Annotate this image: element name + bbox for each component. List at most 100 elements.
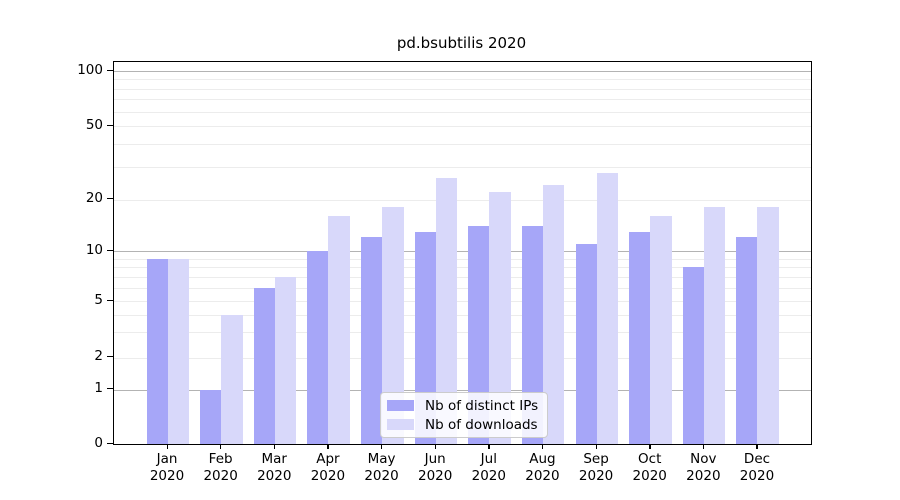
bar-downloads-nov xyxy=(703,207,726,444)
x-tick xyxy=(220,444,222,449)
x-tick-label-aug: Aug 2020 xyxy=(512,451,572,485)
x-tick xyxy=(702,444,705,449)
x-tick xyxy=(327,444,329,449)
bar-distinct-ips-may xyxy=(361,237,383,444)
legend-label-downloads: Nb of downloads xyxy=(425,416,538,433)
bar-downloads-may xyxy=(382,207,404,444)
legend-swatch-distinct-ips xyxy=(387,400,414,411)
x-tick-label-jun: Jun 2020 xyxy=(405,451,465,485)
x-tick-year: 2020 xyxy=(257,468,292,484)
bar-downloads-jul xyxy=(489,191,511,444)
y-tick xyxy=(107,299,113,301)
bar-downloads-dec xyxy=(757,207,779,444)
bar-distinct-ips-mar xyxy=(253,287,275,444)
x-tick-label-mar: Mar 2020 xyxy=(244,451,304,485)
bar-distinct-ips-jan xyxy=(146,258,168,444)
x-tick xyxy=(595,444,597,449)
y-tick xyxy=(107,124,113,126)
gridline-minor xyxy=(114,199,811,201)
gridline-minor xyxy=(114,99,811,101)
bar-distinct-ips-nov xyxy=(682,267,704,444)
x-tick-year: 2020 xyxy=(417,468,453,484)
gridline-minor xyxy=(114,276,811,278)
x-tick-year: 2020 xyxy=(149,468,185,484)
y-tick-label: 100 xyxy=(77,61,103,78)
x-tick xyxy=(756,444,758,449)
gridline-minor xyxy=(114,332,811,334)
x-tick-label-nov: Nov 2020 xyxy=(673,451,733,485)
x-tick xyxy=(273,444,276,449)
y-tick-label: 20 xyxy=(85,190,103,206)
x-tick-year: 2020 xyxy=(471,468,506,484)
x-tick-year: 2020 xyxy=(310,468,346,484)
legend-label-distinct-ips: Nb of distinct IPs xyxy=(425,397,539,414)
x-tick-year: 2020 xyxy=(578,468,614,484)
bar-distinct-ips-jul xyxy=(468,226,490,444)
y-tick-label: 0 xyxy=(94,434,103,451)
bar-downloads-apr xyxy=(328,216,350,444)
legend-item-downloads: Nb of downloads xyxy=(387,417,541,433)
bar-downloads-oct xyxy=(650,216,672,444)
gridline-minor xyxy=(114,267,811,269)
bar-distinct-ips-oct xyxy=(629,231,651,444)
gridline-minor xyxy=(114,287,811,289)
bar-distinct-ips-dec xyxy=(736,237,758,444)
bar-downloads-feb xyxy=(221,314,243,444)
y-tick xyxy=(107,69,113,71)
plot-area: Nb of distinct IPs Nb of downloads xyxy=(113,61,812,445)
gridline-minor xyxy=(114,111,811,113)
legend-item-distinct-ips: Nb of distinct IPs xyxy=(387,398,541,414)
x-tick-label-dec: Dec 2020 xyxy=(727,451,787,485)
x-tick-label-jul: Jul 2020 xyxy=(459,451,519,485)
bar-downloads-aug xyxy=(542,184,565,444)
y-tick xyxy=(107,249,113,251)
x-tick xyxy=(434,444,436,449)
bar-distinct-ips-aug xyxy=(521,226,543,444)
gridline-minor xyxy=(114,314,811,316)
bar-downloads-jan xyxy=(167,258,189,444)
chart-title: pd.bsubtilis 2020 xyxy=(396,34,527,52)
y-tick-label: 2 xyxy=(94,348,103,364)
x-tick-year: 2020 xyxy=(632,468,667,484)
x-tick xyxy=(166,444,168,449)
legend: Nb of distinct IPs Nb of downloads xyxy=(380,392,548,438)
x-tick-year: 2020 xyxy=(525,468,560,484)
y-tick xyxy=(107,388,113,390)
x-tick xyxy=(649,444,651,449)
bar-distinct-ips-feb xyxy=(200,389,222,444)
x-tick-label-sep: Sep 2020 xyxy=(566,451,626,485)
y-tick xyxy=(107,198,113,200)
y-tick xyxy=(107,442,113,444)
bar-downloads-mar xyxy=(274,276,297,444)
gridline-minor xyxy=(114,79,811,81)
gridline-minor xyxy=(114,166,811,168)
gridline-major xyxy=(114,251,811,252)
x-tick-year: 2020 xyxy=(739,468,775,484)
x-tick xyxy=(381,444,383,449)
bar-distinct-ips-sep xyxy=(575,243,597,444)
gridline-minor xyxy=(114,126,811,127)
gridline-minor xyxy=(114,258,811,260)
bar-downloads-jun xyxy=(435,178,458,444)
x-tick-year: 2020 xyxy=(364,468,399,484)
y-tick xyxy=(107,356,113,358)
bar-downloads-sep xyxy=(596,172,619,444)
x-tick-label-feb: Feb 2020 xyxy=(191,451,251,485)
x-tick-label-jan: Jan 2020 xyxy=(137,451,197,485)
x-tick-year: 2020 xyxy=(686,468,721,484)
y-tick-label: 5 xyxy=(94,291,103,308)
x-tick xyxy=(541,444,544,449)
y-tick-label: 50 xyxy=(85,116,103,133)
gridline-major xyxy=(114,71,811,72)
x-tick-year: 2020 xyxy=(203,468,238,484)
legend-swatch-downloads xyxy=(387,419,414,430)
gridline-minor xyxy=(114,143,811,145)
x-tick-label-may: May 2020 xyxy=(352,451,412,485)
y-tick-label: 1 xyxy=(94,380,103,396)
bar-distinct-ips-jun xyxy=(414,231,436,444)
x-tick-label-oct: Oct 2020 xyxy=(620,451,680,485)
y-tick-label: 10 xyxy=(85,241,103,258)
gridline-major xyxy=(114,389,811,391)
gridline-minor xyxy=(114,301,811,302)
